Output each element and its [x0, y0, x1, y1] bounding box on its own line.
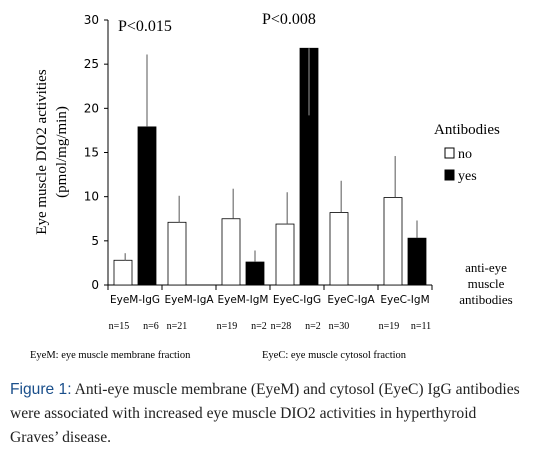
- legend: Antibodies no yes: [434, 122, 500, 184]
- n-label-no: n=15: [109, 321, 130, 332]
- n-label-no: n=30: [329, 321, 350, 332]
- y-tick-label: 25: [84, 57, 99, 71]
- footnote-eyec: EyeC: eye muscle cytosol fraction: [262, 350, 407, 361]
- p-value-annotation: P<0.008: [262, 11, 316, 28]
- bar-yes-EyeC-IgM: [407, 237, 427, 286]
- bar-yes-EyeM-IgG: [137, 126, 157, 286]
- bar-no-EyeM-IgG: [113, 259, 133, 286]
- caption-text: Anti-eye muscle membrane (EyeM) and cyto…: [10, 381, 520, 446]
- bar-no-EyeM-IgA: [167, 221, 187, 286]
- legend-title: Antibodies: [434, 122, 500, 138]
- category-label: EyeM-IgA: [164, 294, 214, 306]
- sample-size-labels: n=15 n=6 n=21 n=19 n=2 n=28 n=2 n=30 n=19 n=11: [109, 321, 431, 332]
- side-label-line: anti-eye: [465, 260, 507, 275]
- y-axis-unit: (pmol/mg/min): [54, 106, 70, 198]
- category-labels: EyeM-IgG EyeM-IgA EyeM-IgM EyeC-IgG EyeC-IgA…: [110, 294, 430, 306]
- bar-no-EyeC-IgA: [329, 212, 349, 286]
- n-label-no: n=19: [379, 321, 400, 332]
- n-label-yes: n=2: [251, 321, 267, 332]
- y-tick-label: 20: [84, 101, 99, 115]
- y-tick-label: 10: [84, 190, 99, 204]
- n-label-yes: n=2: [305, 321, 321, 332]
- bar-no-EyeM-IgM: [221, 218, 241, 286]
- y-axis-label: Eye muscle DIO2 activities (pmol/mg/min): [34, 69, 70, 235]
- legend-swatch-yes: [444, 169, 455, 181]
- y-tick-label: 5: [91, 234, 99, 248]
- bar-yes-EyeM-IgM: [245, 261, 265, 286]
- y-tick-labels: 0 5 10 15 20 25 30: [84, 13, 99, 292]
- category-label: EyeC-IgG: [273, 294, 321, 306]
- bar-no-EyeC-IgG: [275, 223, 295, 286]
- legend-swatch-no: [444, 147, 455, 159]
- category-label: EyeM-IgM: [218, 294, 269, 306]
- legend-label-yes: yes: [458, 169, 477, 184]
- side-label-line: antibodies: [459, 292, 512, 307]
- category-label: EyeC-IgA: [327, 294, 375, 306]
- footnote-eyem: EyeM: eye muscle membrane fraction: [30, 350, 191, 361]
- n-label-no: n=28: [271, 321, 292, 332]
- n-label-no: n=21: [167, 321, 188, 332]
- n-label-yes: n=11: [411, 321, 431, 332]
- y-axis-title: Eye muscle DIO2 activities: [34, 69, 50, 235]
- n-label-no: n=19: [217, 321, 238, 332]
- y-tick-label: 30: [84, 13, 99, 27]
- error-bars: [124, 48, 418, 263]
- category-label: EyeC-IgM: [380, 294, 429, 306]
- category-label: EyeM-IgG: [110, 294, 160, 306]
- y-tick-label: 15: [84, 146, 99, 160]
- legend-label-no: no: [458, 147, 472, 162]
- figure-caption: Figure 1: Anti-eye muscle membrane (EyeM…: [10, 378, 528, 450]
- bars: [113, 47, 427, 286]
- p-value-annotations: P<0.015 P<0.008: [118, 11, 316, 35]
- bar-no-EyeC-IgM: [383, 197, 403, 286]
- y-tick-label: 0: [91, 278, 99, 292]
- p-value-annotation: P<0.015: [118, 18, 172, 35]
- side-label-line: muscle: [468, 276, 505, 291]
- axes: [104, 19, 433, 290]
- n-label-yes: n=6: [143, 321, 159, 332]
- footnotes: EyeM: eye muscle membrane fraction EyeC: …: [30, 350, 407, 361]
- caption-label: Figure 1:: [10, 381, 72, 398]
